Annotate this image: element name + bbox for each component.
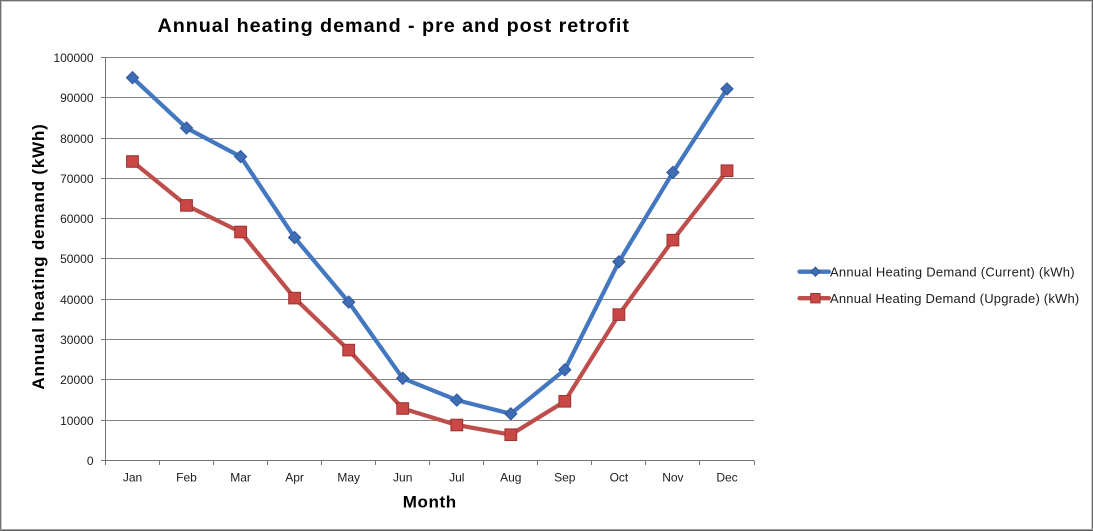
- svg-text:90000: 90000: [60, 91, 94, 105]
- svg-text:Mar: Mar: [230, 471, 251, 485]
- svg-text:Apr: Apr: [285, 471, 304, 485]
- svg-text:Aug: Aug: [500, 471, 521, 485]
- svg-text:100000: 100000: [53, 51, 93, 65]
- svg-text:Annual Heating Demand (Current: Annual Heating Demand (Current) (kWh): [830, 264, 1075, 279]
- svg-text:Sep: Sep: [554, 471, 576, 485]
- svg-text:40000: 40000: [60, 293, 94, 307]
- svg-text:Annual Heating Demand (Upgrade: Annual Heating Demand (Upgrade) (kWh): [830, 291, 1079, 306]
- svg-text:80000: 80000: [60, 132, 94, 146]
- svg-text:Dec: Dec: [716, 471, 737, 485]
- svg-text:60000: 60000: [60, 212, 94, 226]
- svg-text:Feb: Feb: [176, 471, 197, 485]
- svg-text:Jul: Jul: [449, 471, 464, 485]
- svg-text:Month: Month: [403, 493, 457, 512]
- svg-text:Annual heating demand (kWh): Annual heating demand (kWh): [29, 123, 48, 389]
- svg-text:20000: 20000: [60, 373, 94, 387]
- svg-text:Nov: Nov: [662, 471, 683, 485]
- svg-text:Jun: Jun: [393, 471, 412, 485]
- svg-text:Annual heating demand - pre an: Annual heating demand - pre and post ret…: [157, 15, 629, 37]
- svg-text:May: May: [337, 471, 360, 485]
- svg-text:Oct: Oct: [610, 471, 629, 485]
- svg-text:70000: 70000: [60, 172, 94, 186]
- svg-text:30000: 30000: [60, 333, 94, 347]
- svg-text:Jan: Jan: [123, 471, 142, 485]
- svg-text:50000: 50000: [60, 252, 94, 266]
- svg-text:10000: 10000: [60, 414, 94, 428]
- svg-text:0: 0: [87, 454, 94, 468]
